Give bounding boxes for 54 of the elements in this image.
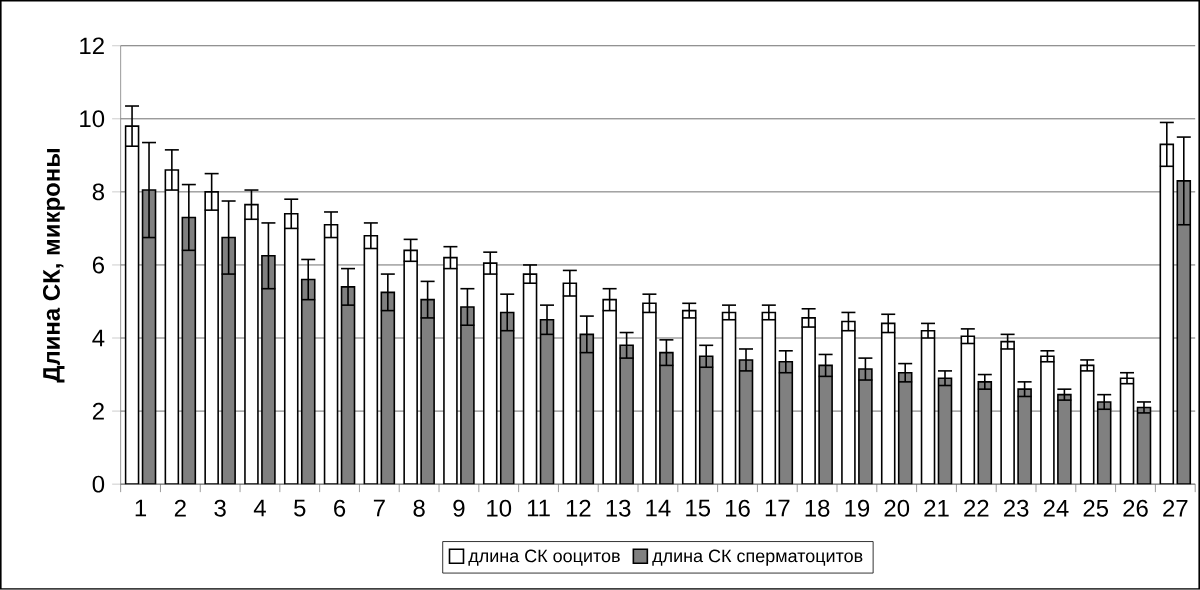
x-tick-label: 1 [135,499,147,517]
x-tick-label: 20 [884,499,910,517]
bar [261,255,276,485]
x-tick-label: 8 [413,499,425,517]
bar [1159,143,1175,485]
x-tick-label: 14 [646,499,671,517]
bar [380,291,396,485]
x-tick-label: 10 [487,499,512,517]
x-tick-label: 19 [845,499,870,517]
x-tick-label: 16 [726,499,750,517]
bar [897,372,913,485]
bar [340,286,356,485]
legend-label: длина СК ооцитов [468,549,620,566]
y-axis-title: Длина СК, микроны [42,149,65,383]
y-tick-label: 0 [92,475,105,493]
x-tick-label: 6 [334,499,346,517]
x-tick-label: 15 [686,499,711,517]
x-tick-label: 27 [1163,499,1188,517]
x-tick-label: 25 [1083,499,1109,517]
x-tick-label: 9 [453,499,465,517]
x-tick-label: 12 [566,499,591,517]
bar [761,311,777,485]
x-tick-label: 3 [214,499,226,517]
x-tick-label: 24 [1043,499,1069,517]
bar [642,302,657,485]
bar [539,319,555,485]
bar [721,311,737,485]
x-tick-label: 17 [765,499,790,517]
x-tick-label: 26 [1123,499,1148,517]
x-tick-label: 5 [294,499,306,517]
bar [1040,355,1055,485]
x-tick-label: 13 [606,499,631,517]
y-tick-label: 12 [80,37,104,55]
y-tick-label: 4 [92,329,105,347]
x-tick-label: 23 [1003,499,1029,517]
bar [181,216,197,485]
x-tick-label: 18 [805,499,830,517]
bar [880,322,896,485]
x-tick-label: 7 [373,499,385,517]
bar [977,381,993,485]
x-tick-label: 11 [527,499,550,517]
y-tick-label: 8 [92,183,105,201]
legend-label: длина СК сперматоцитов [652,549,863,566]
y-tick-label: 6 [92,256,105,274]
bar [403,249,418,485]
bar [1079,364,1095,485]
y-tick-label: 10 [80,110,105,128]
x-tick-label: 21 [924,499,949,517]
bar [1119,377,1135,485]
x-tick-label: 4 [253,499,266,517]
x-tick-label: 2 [174,499,186,517]
x-tick-label: 22 [964,499,989,517]
y-tick-label: 2 [92,402,104,420]
bar [778,361,794,485]
